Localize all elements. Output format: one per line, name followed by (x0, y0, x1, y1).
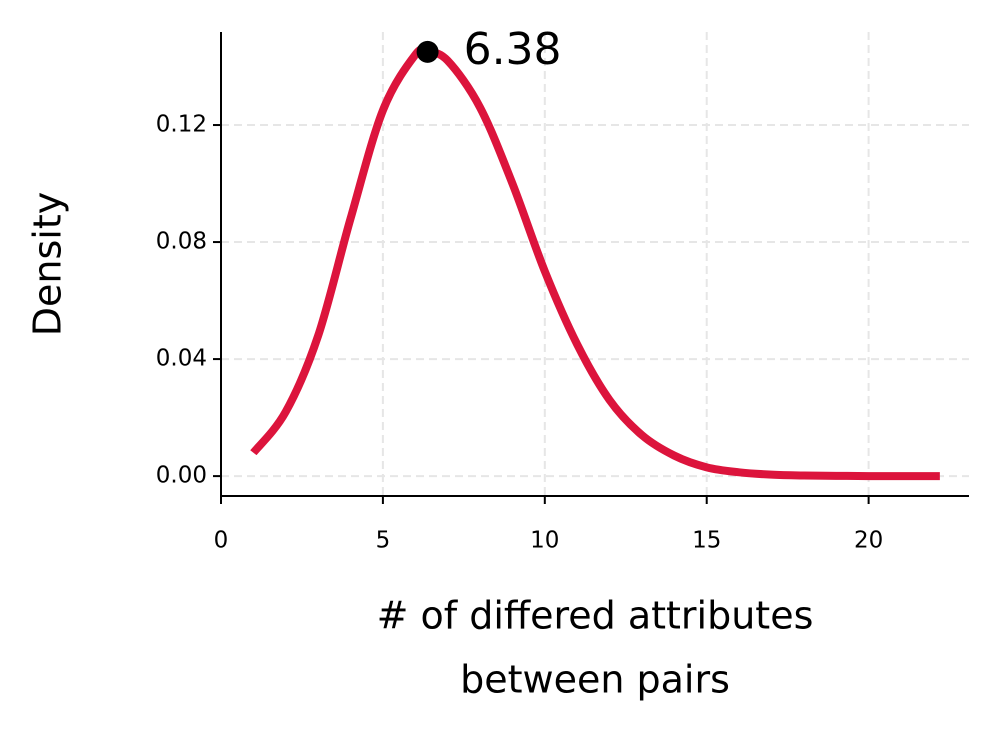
y-tick-label: 0.04 (156, 346, 207, 372)
x-tick-label: 0 (214, 528, 229, 554)
x-tick-label: 10 (530, 528, 559, 554)
x-axis-label: between pairs (460, 658, 730, 702)
peak-marker (416, 40, 439, 63)
x-tick-label: 15 (692, 528, 721, 554)
x-axis-label: # of differed attributes (377, 594, 814, 638)
y-tick-label: 0.12 (156, 112, 207, 138)
density-line (250, 45, 940, 481)
y-tick-label: 0.00 (156, 463, 207, 489)
y-axis-label: Density (26, 192, 70, 336)
peak-label: 6.38 (464, 24, 562, 75)
x-tick-label: 5 (376, 528, 391, 554)
x-tick-label: 20 (854, 528, 883, 554)
y-tick-label: 0.08 (156, 229, 207, 255)
